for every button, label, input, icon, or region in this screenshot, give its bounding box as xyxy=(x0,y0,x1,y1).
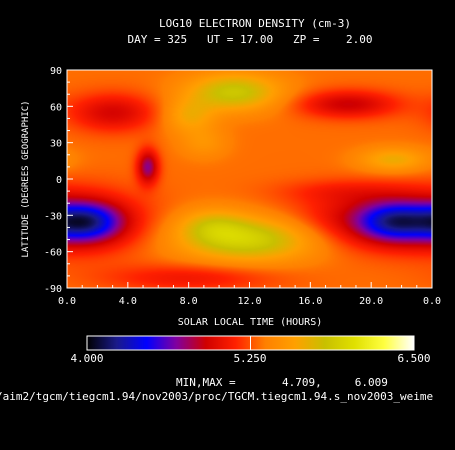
chart-title: LOG10 ELECTRON DENSITY (cm-3) xyxy=(159,17,351,30)
x-tick-label: 0.0 xyxy=(58,296,76,307)
y-tick-label: -90 xyxy=(44,284,62,295)
density-heatmap xyxy=(67,70,432,288)
x-tick-label: 20.0 xyxy=(359,296,383,307)
x-tick-label: 12.0 xyxy=(237,296,261,307)
colorbar-mid-label: 5.250 xyxy=(233,352,266,365)
x-axis-label: SOLAR LOCAL TIME (HOURS) xyxy=(178,317,323,328)
y-tick-label: -60 xyxy=(44,248,62,259)
y-tick-label: 30 xyxy=(50,139,62,150)
y-axis-ticks: 90 60 30 0 -30 -60 -90 xyxy=(44,66,73,295)
min-max-readout: MIN,MAX = 4.709, 6.009 xyxy=(176,376,388,389)
x-axis-ticks: 0.0 4.0 8.0 12.0 16.0 20.0 0.0 xyxy=(58,282,441,307)
colorbar-max-label: 6.500 xyxy=(397,352,430,365)
chart-subtitle: DAY = 325 UT = 17.00 ZP = 2.00 xyxy=(127,33,372,46)
x-tick-label: 0.0 xyxy=(423,296,441,307)
x-tick-label: 4.0 xyxy=(119,296,137,307)
y-tick-label: 0 xyxy=(56,175,62,186)
y-tick-label: 60 xyxy=(50,102,62,113)
y-tick-label: -30 xyxy=(44,211,62,222)
colorbar-min-label: 4.000 xyxy=(70,352,103,365)
y-tick-label: 90 xyxy=(50,66,62,77)
file-path: /aim2/tgcm/tiegcm1.94/nov2003/proc/TGCM.… xyxy=(0,390,433,403)
x-tick-label: 8.0 xyxy=(180,296,198,307)
y-axis-label: LATITUDE (DEGREES GEOGRAPHIC) xyxy=(21,100,31,257)
x-tick-label: 16.0 xyxy=(298,296,322,307)
